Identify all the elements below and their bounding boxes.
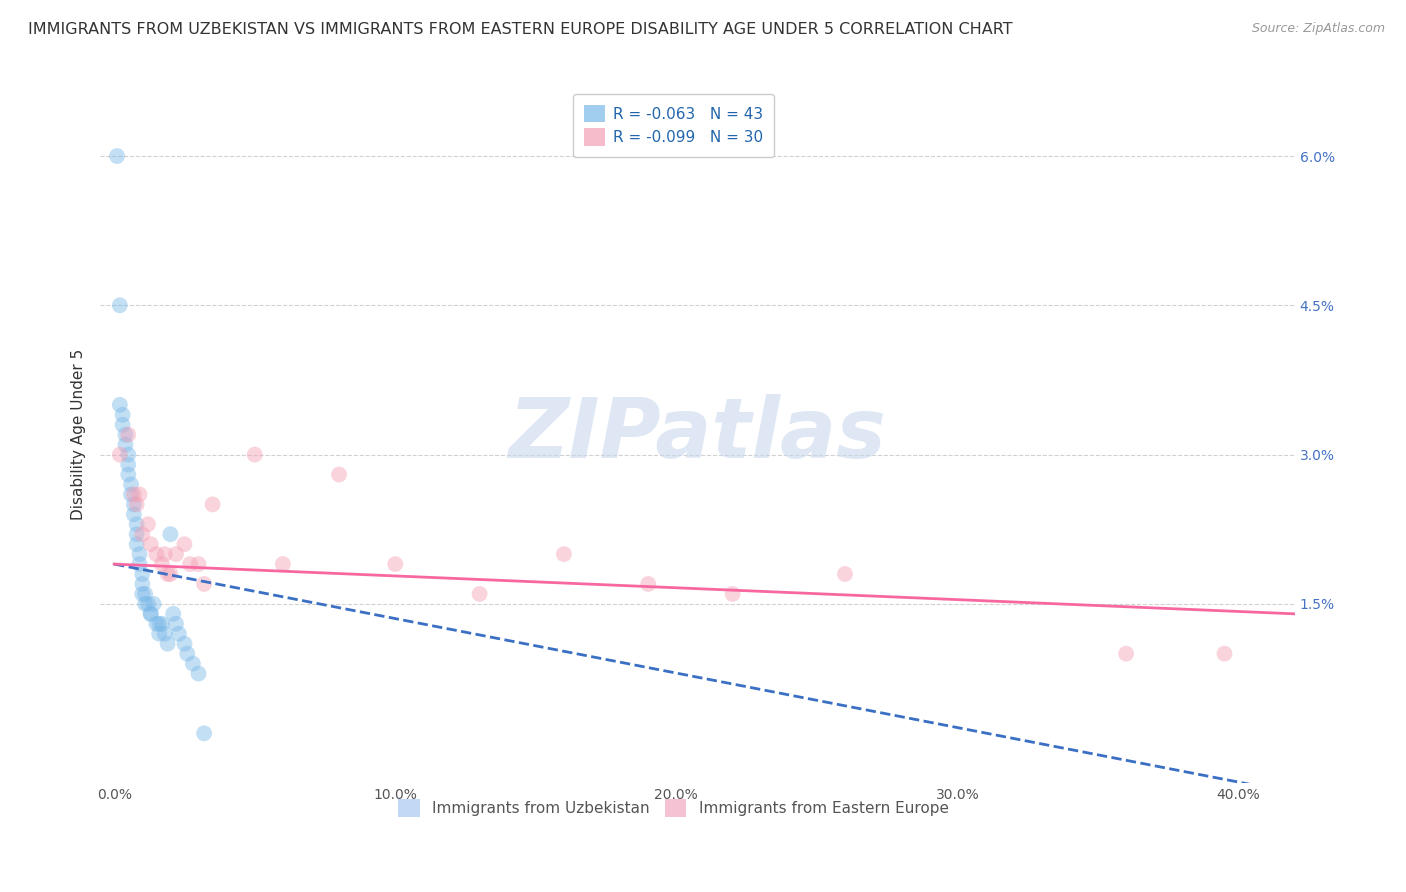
Point <box>136 597 159 611</box>
Point <box>134 587 156 601</box>
Point <box>179 557 201 571</box>
Point <box>122 487 145 501</box>
Point <box>105 149 128 163</box>
Point <box>139 607 162 621</box>
Point <box>176 647 198 661</box>
Point <box>131 567 153 582</box>
Point <box>108 448 131 462</box>
Point <box>108 298 131 312</box>
Point <box>120 487 142 501</box>
Point <box>721 587 744 601</box>
Point <box>165 547 187 561</box>
Point <box>125 497 148 511</box>
Point <box>167 626 190 640</box>
Point <box>193 726 215 740</box>
Point <box>128 547 150 561</box>
Point <box>114 427 136 442</box>
Point <box>128 557 150 571</box>
Point <box>468 587 491 601</box>
Point <box>173 537 195 551</box>
Point <box>131 577 153 591</box>
Point <box>117 458 139 472</box>
Point <box>117 467 139 482</box>
Point <box>117 448 139 462</box>
Point <box>165 616 187 631</box>
Point <box>139 607 162 621</box>
Point <box>111 417 134 432</box>
Point <box>156 567 179 582</box>
Point <box>125 537 148 551</box>
Point <box>125 527 148 541</box>
Point <box>150 616 173 631</box>
Point <box>142 597 165 611</box>
Point <box>637 577 659 591</box>
Point <box>122 508 145 522</box>
Point <box>384 557 406 571</box>
Point <box>145 547 167 561</box>
Point <box>122 497 145 511</box>
Point <box>148 626 170 640</box>
Point <box>834 567 856 582</box>
Point <box>243 448 266 462</box>
Point <box>148 616 170 631</box>
Y-axis label: Disability Age Under 5: Disability Age Under 5 <box>72 349 86 520</box>
Text: IMMIGRANTS FROM UZBEKISTAN VS IMMIGRANTS FROM EASTERN EUROPE DISABILITY AGE UNDE: IMMIGRANTS FROM UZBEKISTAN VS IMMIGRANTS… <box>28 22 1012 37</box>
Point <box>145 616 167 631</box>
Point <box>173 637 195 651</box>
Point <box>131 527 153 541</box>
Point <box>187 557 209 571</box>
Point <box>187 666 209 681</box>
Point <box>1213 647 1236 661</box>
Point <box>150 557 173 571</box>
Point <box>156 637 179 651</box>
Point <box>159 527 181 541</box>
Point <box>136 517 159 532</box>
Text: ZIPatlas: ZIPatlas <box>509 394 886 475</box>
Point <box>139 537 162 551</box>
Point <box>159 567 181 582</box>
Point <box>181 657 204 671</box>
Point <box>328 467 350 482</box>
Point <box>1115 647 1137 661</box>
Point <box>201 497 224 511</box>
Point <box>131 587 153 601</box>
Point <box>114 437 136 451</box>
Point <box>111 408 134 422</box>
Point <box>193 577 215 591</box>
Point <box>162 607 184 621</box>
Point <box>128 487 150 501</box>
Point <box>108 398 131 412</box>
Point <box>117 427 139 442</box>
Text: Source: ZipAtlas.com: Source: ZipAtlas.com <box>1251 22 1385 36</box>
Point <box>134 597 156 611</box>
Point <box>153 547 176 561</box>
Point <box>153 626 176 640</box>
Legend: Immigrants from Uzbekistan, Immigrants from Eastern Europe: Immigrants from Uzbekistan, Immigrants f… <box>391 791 956 824</box>
Point <box>553 547 575 561</box>
Point <box>125 517 148 532</box>
Point <box>271 557 294 571</box>
Point <box>120 477 142 491</box>
